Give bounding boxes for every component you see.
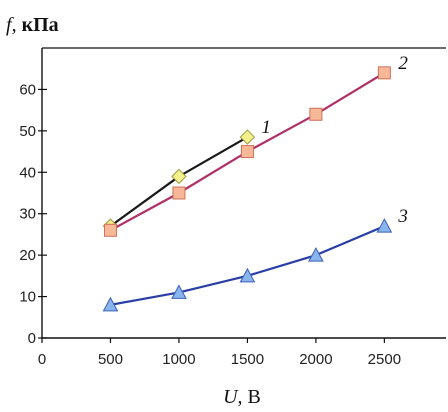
x-tick-label: 1000 [162, 351, 195, 368]
y-tick-label: 30 [19, 206, 36, 223]
series-3: 3 [102, 206, 408, 312]
x-tick-label: 1500 [231, 351, 264, 368]
x-axis-label-sep: , [238, 386, 248, 408]
series-3-point [308, 247, 324, 262]
y-tick-label: 0 [28, 330, 36, 347]
series-3-label: 3 [397, 206, 408, 227]
axes: 0 10 20 30 40 50 60 0 500 1000 1500 2000 2500 [19, 47, 446, 368]
y-axis-label-sep: , [12, 14, 22, 36]
y-axis-label-var: f [6, 14, 14, 36]
series-2: 2 [103, 53, 408, 237]
y-tick-label: 40 [19, 164, 36, 181]
y-tick-label: 60 [19, 81, 36, 98]
x-tick-label: 2000 [299, 351, 332, 368]
y-axis-label: f, кПа [6, 14, 59, 36]
series-3-point [171, 284, 187, 299]
series-2-point [240, 145, 254, 159]
y-tick-label: 50 [19, 123, 36, 140]
y-axis-label-unit: кПа [22, 14, 59, 36]
series-3-line [110, 225, 385, 306]
series-1-point [239, 129, 256, 145]
series-1-point [171, 168, 187, 185]
series-1-label: 1 [261, 117, 271, 138]
x-tick-label: 0 [38, 351, 46, 368]
x-tick-label: 2500 [368, 351, 401, 368]
x-tick-label: 500 [98, 351, 123, 368]
series-layer: 1 2 3 [102, 53, 408, 312]
series-3-point [376, 218, 393, 233]
series-3-point [102, 296, 119, 312]
series-2-point [172, 186, 186, 200]
series-2-point [309, 107, 323, 121]
y-tick-label: 10 [19, 289, 36, 306]
x-axis-label: U, В [223, 386, 261, 408]
series-2-point [377, 66, 391, 80]
series-3-point [239, 267, 256, 283]
x-axis-label-var: U [223, 386, 239, 408]
series-1: 1 [102, 117, 271, 234]
x-axis-label-unit: В [248, 386, 261, 408]
series-2-point [103, 223, 117, 237]
y-tick-label: 20 [19, 247, 36, 264]
series-2-label: 2 [398, 53, 408, 74]
